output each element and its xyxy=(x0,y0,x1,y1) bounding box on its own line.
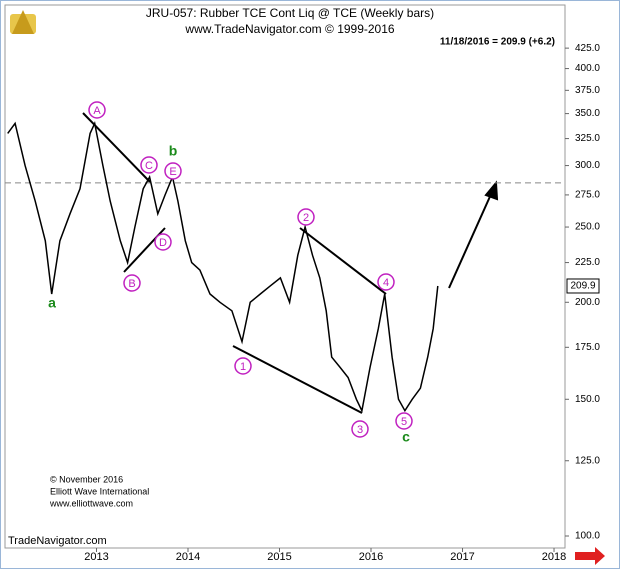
x-tick-label: 2017 xyxy=(450,551,474,563)
source: TradeNavigator.com xyxy=(8,535,107,547)
wave-circle xyxy=(88,101,106,119)
wave-label: D xyxy=(159,237,167,249)
last-value-label: 209.9 xyxy=(570,281,595,292)
credit: Elliott Wave International xyxy=(50,486,149,496)
y-tick-label: 275.0 xyxy=(575,190,600,201)
y-tick-label: 225.0 xyxy=(575,257,600,268)
wave-label: 2 xyxy=(303,212,309,224)
y-tick-label: 325.0 xyxy=(575,133,600,144)
last-bar: 11/18/2016 = 209.9 (+6.2) xyxy=(440,37,555,48)
y-tick-label: 175.0 xyxy=(575,342,600,353)
wave-label: B xyxy=(128,278,135,290)
y-tick-label: 125.0 xyxy=(575,455,600,466)
y-tick-label: 425.0 xyxy=(575,43,600,54)
degree-label: c xyxy=(402,429,410,445)
x-tick-label: 2016 xyxy=(359,551,383,563)
degree-label: b xyxy=(169,143,178,159)
credit: © November 2016 xyxy=(50,474,123,484)
chart-title: JRU-057: Rubber TCE Cont Liq @ TCE (Week… xyxy=(146,6,434,20)
last-value-box xyxy=(566,278,600,294)
y-tick-label: 150.0 xyxy=(575,394,600,405)
x-tick-label: 2013 xyxy=(84,551,108,563)
wave-circle xyxy=(297,208,315,226)
credit: www.elliottwave.com xyxy=(49,498,133,508)
x-tick-label: 2015 xyxy=(267,551,291,563)
y-tick-label: 300.0 xyxy=(575,160,600,171)
price-line xyxy=(7,120,439,414)
logo xyxy=(10,10,36,34)
y-tick-label: 200.0 xyxy=(575,297,600,308)
wave-circle xyxy=(140,156,158,174)
wave-circle xyxy=(351,420,369,438)
wave-label: A xyxy=(93,105,101,117)
wave-label: C xyxy=(145,160,153,172)
x-tick-label: 2018 xyxy=(542,551,566,563)
degree-label: a xyxy=(48,295,56,311)
wave-circle xyxy=(164,162,182,180)
y-tick-label: 400.0 xyxy=(575,63,600,74)
wave-label: 3 xyxy=(357,424,363,436)
wave-label: E xyxy=(169,166,176,178)
y-tick-label: 375.0 xyxy=(575,85,600,96)
x-tick-label: 2014 xyxy=(176,551,200,563)
wave-label: 5 xyxy=(401,416,407,428)
subtitle: www.TradeNavigator.com © 1999-2016 xyxy=(184,22,394,36)
wave-circle xyxy=(123,274,141,292)
wave-circle xyxy=(395,412,413,430)
wave-circle xyxy=(377,273,395,291)
scroll-arrow[interactable] xyxy=(575,547,605,565)
wave-label: 1 xyxy=(240,361,246,373)
y-tick-label: 100.0 xyxy=(575,531,600,542)
y-tick-label: 350.0 xyxy=(575,108,600,119)
plot-area xyxy=(4,4,566,549)
wave-label: 4 xyxy=(383,277,389,289)
y-tick-label: 250.0 xyxy=(575,222,600,233)
wave-circle xyxy=(154,233,172,251)
wave-circle xyxy=(234,357,252,375)
